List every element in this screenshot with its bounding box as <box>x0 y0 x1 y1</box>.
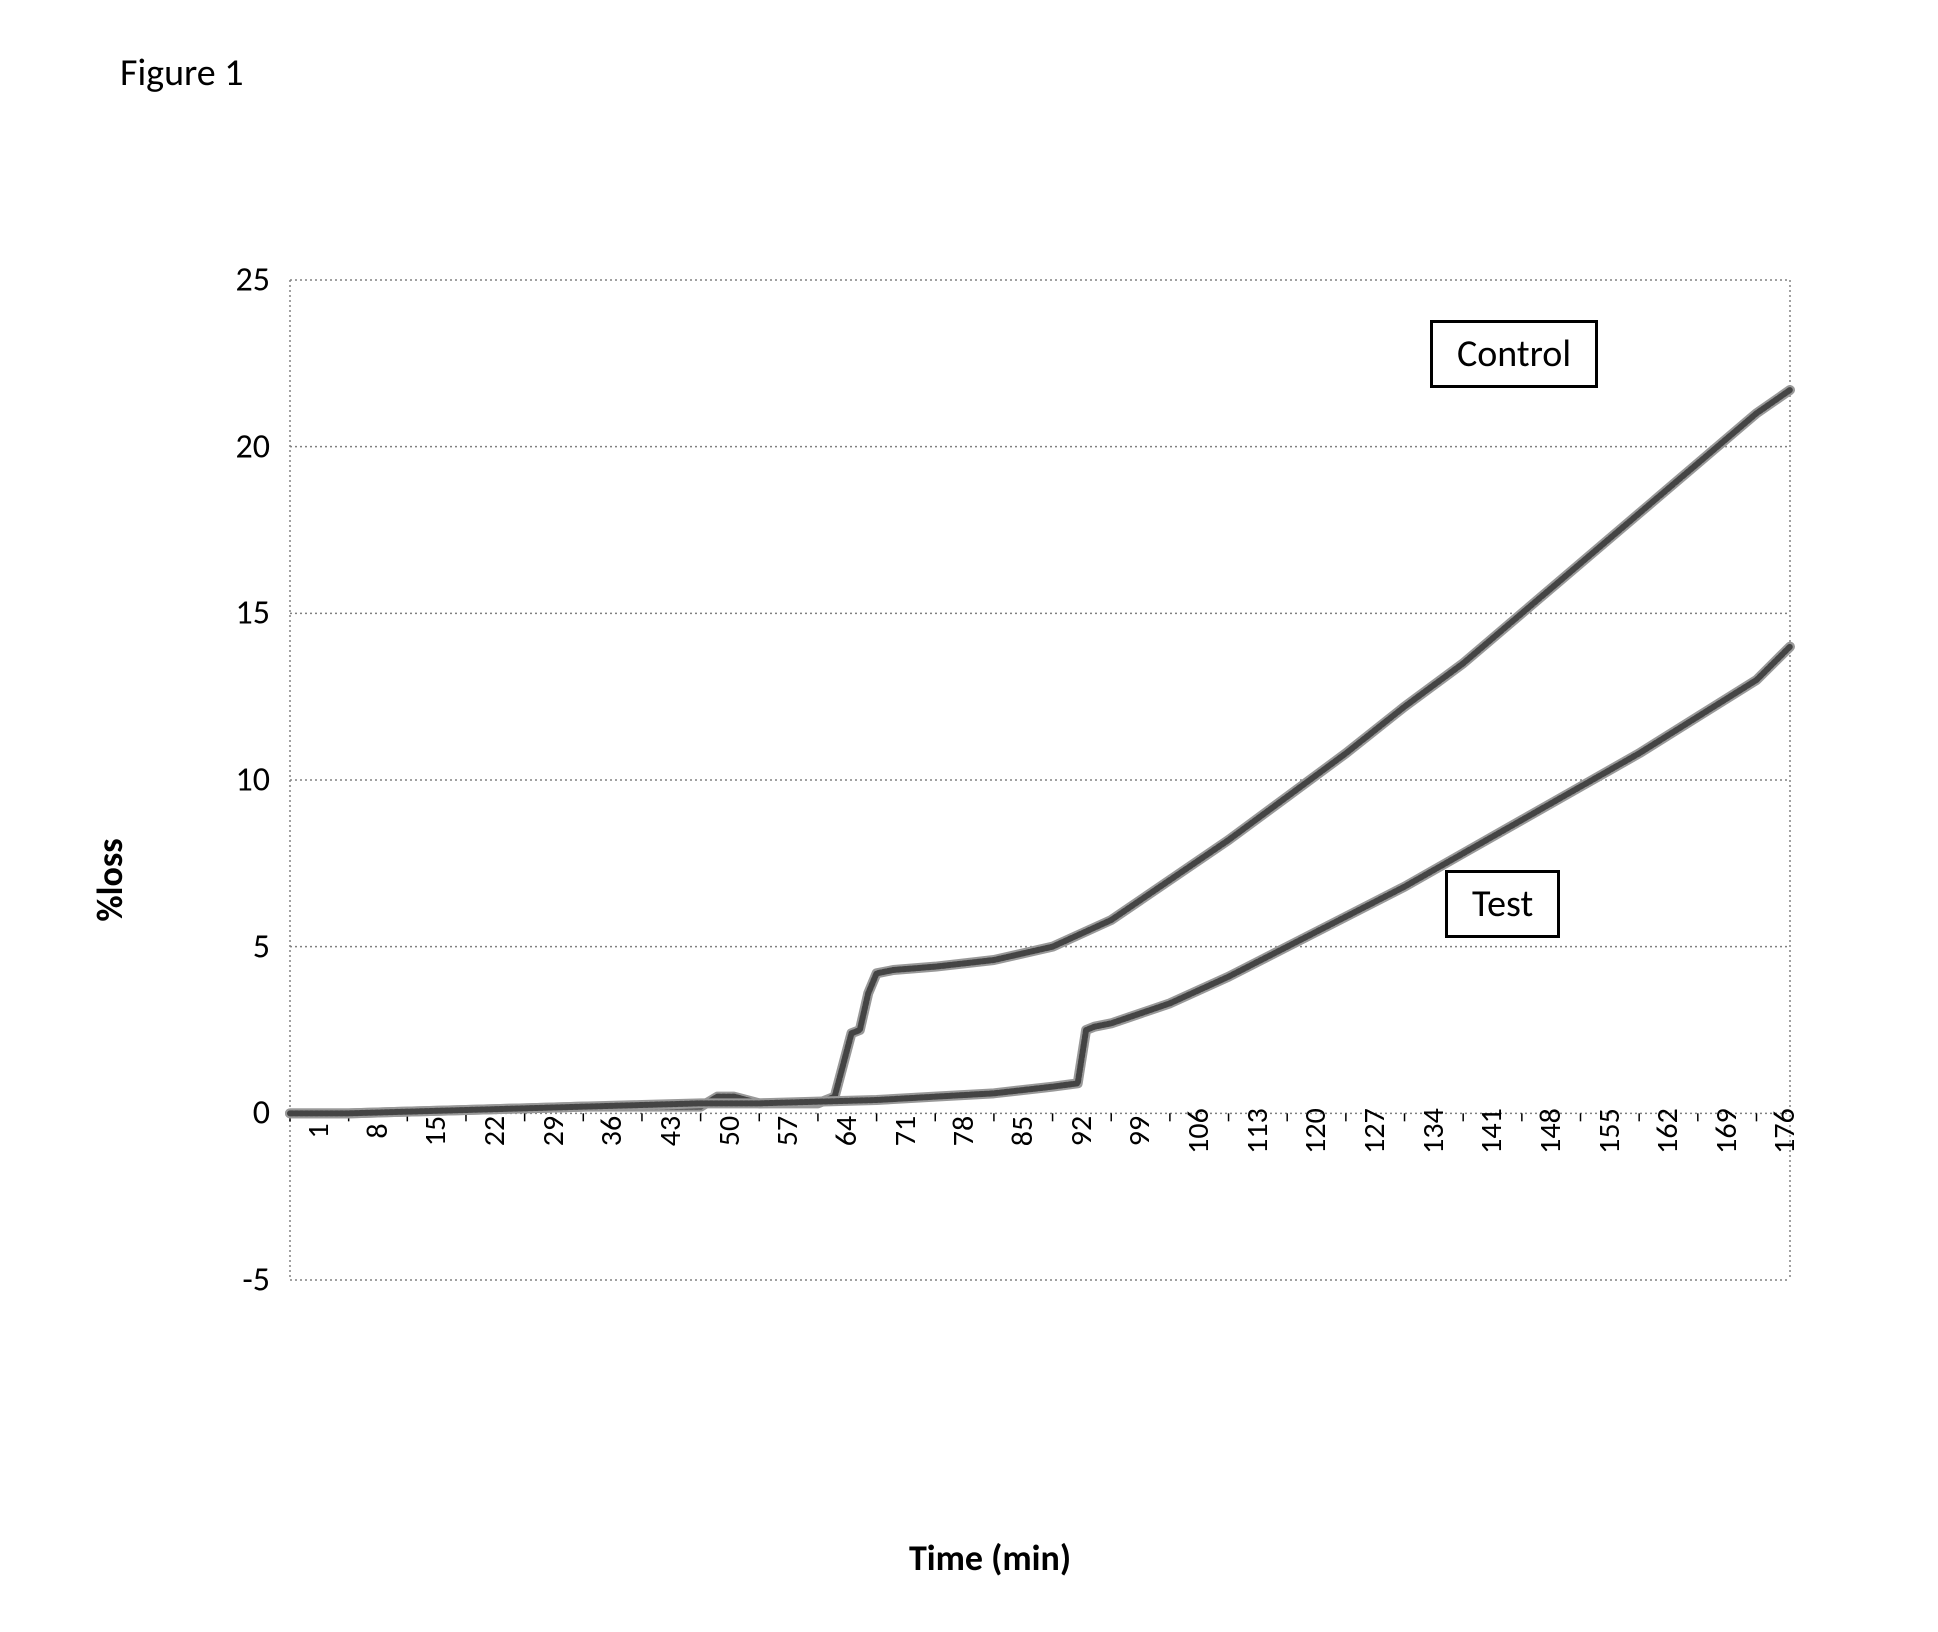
x-tick-label: 50 <box>711 1116 748 1146</box>
y-tick-label: -5 <box>200 1260 270 1301</box>
y-axis-label: %loss <box>88 838 132 921</box>
x-tick-label: 141 <box>1473 1109 1510 1155</box>
y-tick-label: 5 <box>200 926 270 967</box>
x-tick-label: 78 <box>945 1116 982 1146</box>
x-tick-label: 8 <box>359 1124 396 1139</box>
x-tick-label: 113 <box>1239 1109 1276 1155</box>
x-tick-label: 15 <box>417 1116 454 1146</box>
x-tick-label: 92 <box>1063 1116 1100 1146</box>
x-tick-label: 85 <box>1004 1116 1041 1146</box>
x-axis-label: Time (min) <box>909 1536 1071 1580</box>
x-tick-label: 43 <box>652 1116 689 1146</box>
x-tick-label: 148 <box>1532 1109 1569 1155</box>
x-tick-label: 106 <box>1180 1109 1217 1155</box>
x-tick-label: 57 <box>769 1116 806 1146</box>
x-tick-label: 29 <box>535 1116 572 1146</box>
x-tick-label: 22 <box>476 1116 513 1146</box>
series-line-control <box>290 390 1790 1113</box>
x-tick-label: 71 <box>887 1116 924 1146</box>
x-tick-label: 176 <box>1766 1109 1803 1155</box>
series-line-test <box>290 647 1790 1114</box>
x-tick-label: 64 <box>828 1116 865 1146</box>
chart-container: %loss Time (min) -5051015202518152229364… <box>140 280 1840 1480</box>
figure-title: Figure 1 <box>120 50 244 96</box>
legend-control: Control <box>1430 320 1598 388</box>
x-tick-label: 99 <box>1121 1116 1158 1146</box>
x-tick-label: 36 <box>593 1116 630 1146</box>
x-tick-label: 127 <box>1356 1109 1393 1155</box>
x-tick-label: 169 <box>1708 1109 1745 1155</box>
legend-test: Test <box>1445 870 1560 938</box>
y-tick-label: 10 <box>200 760 270 801</box>
x-tick-label: 134 <box>1415 1109 1452 1155</box>
plot-area: -505101520251815222936435057647178859299… <box>290 280 1790 1280</box>
x-tick-label: 155 <box>1591 1109 1628 1155</box>
x-tick-label: 120 <box>1297 1109 1334 1155</box>
y-tick-label: 20 <box>200 426 270 467</box>
y-tick-label: 0 <box>200 1093 270 1134</box>
y-tick-label: 15 <box>200 593 270 634</box>
x-tick-label: 1 <box>300 1124 337 1139</box>
y-tick-label: 25 <box>200 260 270 301</box>
x-tick-label: 162 <box>1649 1109 1686 1155</box>
